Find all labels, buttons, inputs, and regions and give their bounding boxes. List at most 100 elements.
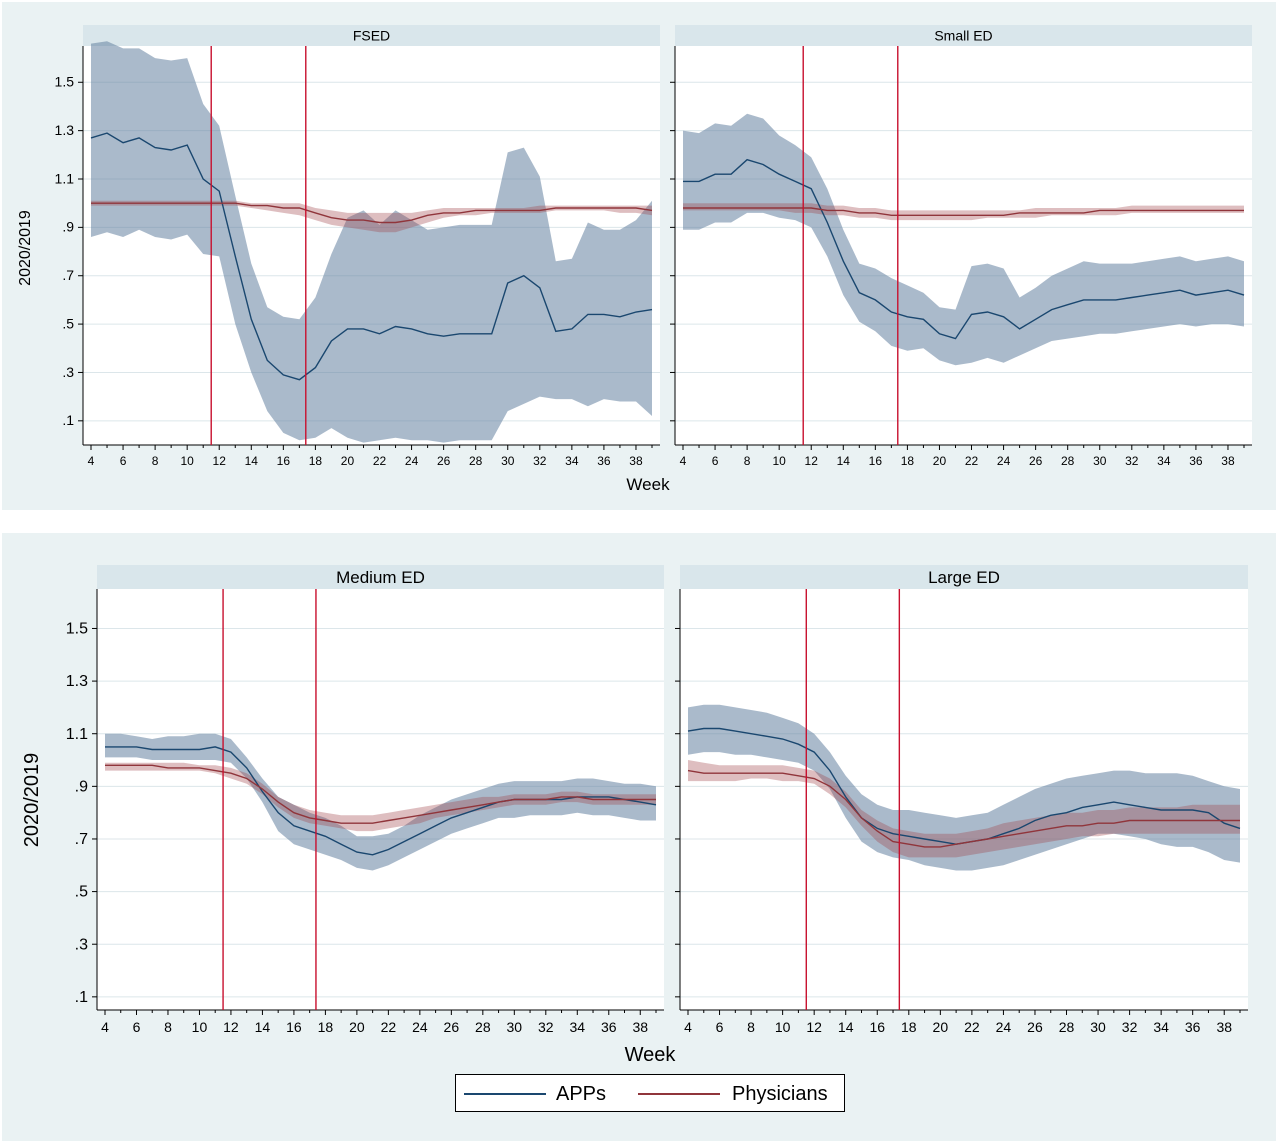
x-tick-label: 26 xyxy=(1029,454,1043,468)
x-tick-label: 24 xyxy=(996,1019,1012,1035)
plot-area xyxy=(675,46,1252,445)
y-tick-label: 1.3 xyxy=(55,122,75,138)
legend-swatch-apps xyxy=(464,1093,546,1095)
y-tick-label: .7 xyxy=(75,831,88,848)
x-tick-label: 24 xyxy=(405,454,419,468)
panel-title: Large ED xyxy=(928,568,1000,587)
series-line-physicians xyxy=(91,202,653,224)
x-tick-label: 14 xyxy=(837,454,851,468)
x-tick-label: 8 xyxy=(164,1019,172,1035)
x-tick-label: 14 xyxy=(838,1019,854,1035)
x-tick-label: 26 xyxy=(444,1019,460,1035)
x-tick-label: 38 xyxy=(629,454,643,468)
x-tick-label: 6 xyxy=(120,454,127,468)
y-tick-label: .1 xyxy=(75,989,88,1006)
x-tick-label: 12 xyxy=(213,454,227,468)
x-tick-label: 14 xyxy=(245,454,259,468)
x-tick-label: 16 xyxy=(277,454,291,468)
x-tick-label: 8 xyxy=(152,454,159,468)
y-tick-label: .3 xyxy=(75,936,88,953)
x-tick-label: 20 xyxy=(933,1019,949,1035)
x-tick-label: 38 xyxy=(1216,1019,1232,1035)
x-tick-label: 34 xyxy=(1153,1019,1169,1035)
x-tick-label: 16 xyxy=(869,454,883,468)
x-tick-label: 32 xyxy=(1125,454,1139,468)
x-tick-label: 28 xyxy=(469,454,483,468)
y-tick-label: .7 xyxy=(62,267,74,283)
x-tick-label: 36 xyxy=(1185,1019,1201,1035)
panel-fsed: FSED .1 .3 .5 .7 .9 1.1 1.3 1.5 4 6 8 10 12 14 16 18 20 22… xyxy=(17,25,670,494)
x-tick-label: 28 xyxy=(475,1019,491,1035)
x-tick-label: 10 xyxy=(180,454,194,468)
panel-title-strip xyxy=(680,565,1248,589)
panel-medium-ed: Medium ED .1 .3 .5 .7 .9 1.1 1.3 1.5 4 6 8 10 12 14 16 1… xyxy=(21,565,676,1066)
x-tick-label: 4 xyxy=(684,1019,692,1035)
x-tick-label: 4 xyxy=(88,454,95,468)
y-tick-label: .9 xyxy=(62,219,74,235)
panel-large-ed: Large ED 4 6 8 10 12 14 16 18 20 22 24 26 28 30 32 34 36 3… xyxy=(675,565,1248,1035)
ci-band-apps xyxy=(91,41,652,443)
x-tick-label: 20 xyxy=(341,454,355,468)
panel-small-ed: Small ED 4 6 8 10 12 14 16 18 20 22 24 26 28 30 32 34 36 3… xyxy=(670,25,1252,468)
x-tick-label: 22 xyxy=(965,454,979,468)
ci-band-physicians xyxy=(91,200,652,233)
panel-title: FSED xyxy=(353,28,390,44)
x-tick-label: 18 xyxy=(309,454,323,468)
x-tick-label: 24 xyxy=(412,1019,428,1035)
x-tick-label: 6 xyxy=(133,1019,141,1035)
x-tick-label: 10 xyxy=(772,454,786,468)
x-tick-label: 26 xyxy=(1027,1019,1043,1035)
x-tick-label: 36 xyxy=(597,454,611,468)
x-tick-label: 10 xyxy=(775,1019,791,1035)
panel-title-strip xyxy=(83,25,660,46)
x-tick-label: 12 xyxy=(223,1019,239,1035)
x-tick-label: 34 xyxy=(565,454,579,468)
y-tick-label: 1.5 xyxy=(55,74,75,90)
series-line-apps xyxy=(105,746,657,856)
y-axis-title: 2020/2019 xyxy=(17,210,34,286)
x-tick-label: 34 xyxy=(569,1019,585,1035)
y-tick-label: 1.1 xyxy=(66,726,88,743)
x-tick-label: 22 xyxy=(373,454,387,468)
x-tick-label: 26 xyxy=(437,454,451,468)
x-tick-label: 8 xyxy=(747,1019,755,1035)
x-tick-label: 12 xyxy=(805,454,819,468)
x-tick-label: 4 xyxy=(680,454,687,468)
panel-title: Medium ED xyxy=(336,568,425,587)
series-line-physicians xyxy=(687,769,1240,848)
ci-band-physicians xyxy=(105,762,656,832)
legend-label-apps: APPs xyxy=(556,1083,607,1105)
x-tick-label: 16 xyxy=(286,1019,302,1035)
x-tick-label: 10 xyxy=(192,1019,208,1035)
y-tick-label: 1.3 xyxy=(66,673,88,690)
x-tick-label: 18 xyxy=(901,454,915,468)
x-tick-label: 32 xyxy=(538,1019,554,1035)
x-tick-label: 30 xyxy=(1090,1019,1106,1035)
x-tick-label: 6 xyxy=(712,454,719,468)
legend-swatch-physicians xyxy=(638,1093,720,1095)
x-tick-label: 18 xyxy=(901,1019,917,1035)
series-line-apps xyxy=(683,158,1245,340)
y-axis-title: 2020/2019 xyxy=(21,753,43,848)
x-tick-label: 20 xyxy=(933,454,947,468)
x-tick-label: 28 xyxy=(1061,454,1075,468)
y-tick-label: .3 xyxy=(62,364,74,380)
x-axis-title: Week xyxy=(626,475,670,494)
series-line-physicians xyxy=(105,764,656,824)
x-tick-label: 18 xyxy=(318,1019,334,1035)
y-tick-label: .1 xyxy=(62,412,74,428)
x-tick-label: 12 xyxy=(806,1019,822,1035)
ci-band-apps xyxy=(683,113,1244,366)
x-tick-label: 36 xyxy=(1189,454,1203,468)
x-tick-label: 38 xyxy=(1221,454,1235,468)
x-tick-label: 22 xyxy=(381,1019,397,1035)
panel-title-strip xyxy=(675,25,1252,46)
panel-title: Small ED xyxy=(934,28,992,44)
y-tick-label: 1.1 xyxy=(55,170,75,186)
x-tick-label: 34 xyxy=(1157,454,1171,468)
x-tick-label: 8 xyxy=(744,454,751,468)
x-tick-label: 28 xyxy=(1059,1019,1075,1035)
series-line-physicians xyxy=(683,207,1244,217)
x-tick-label: 30 xyxy=(507,1019,523,1035)
